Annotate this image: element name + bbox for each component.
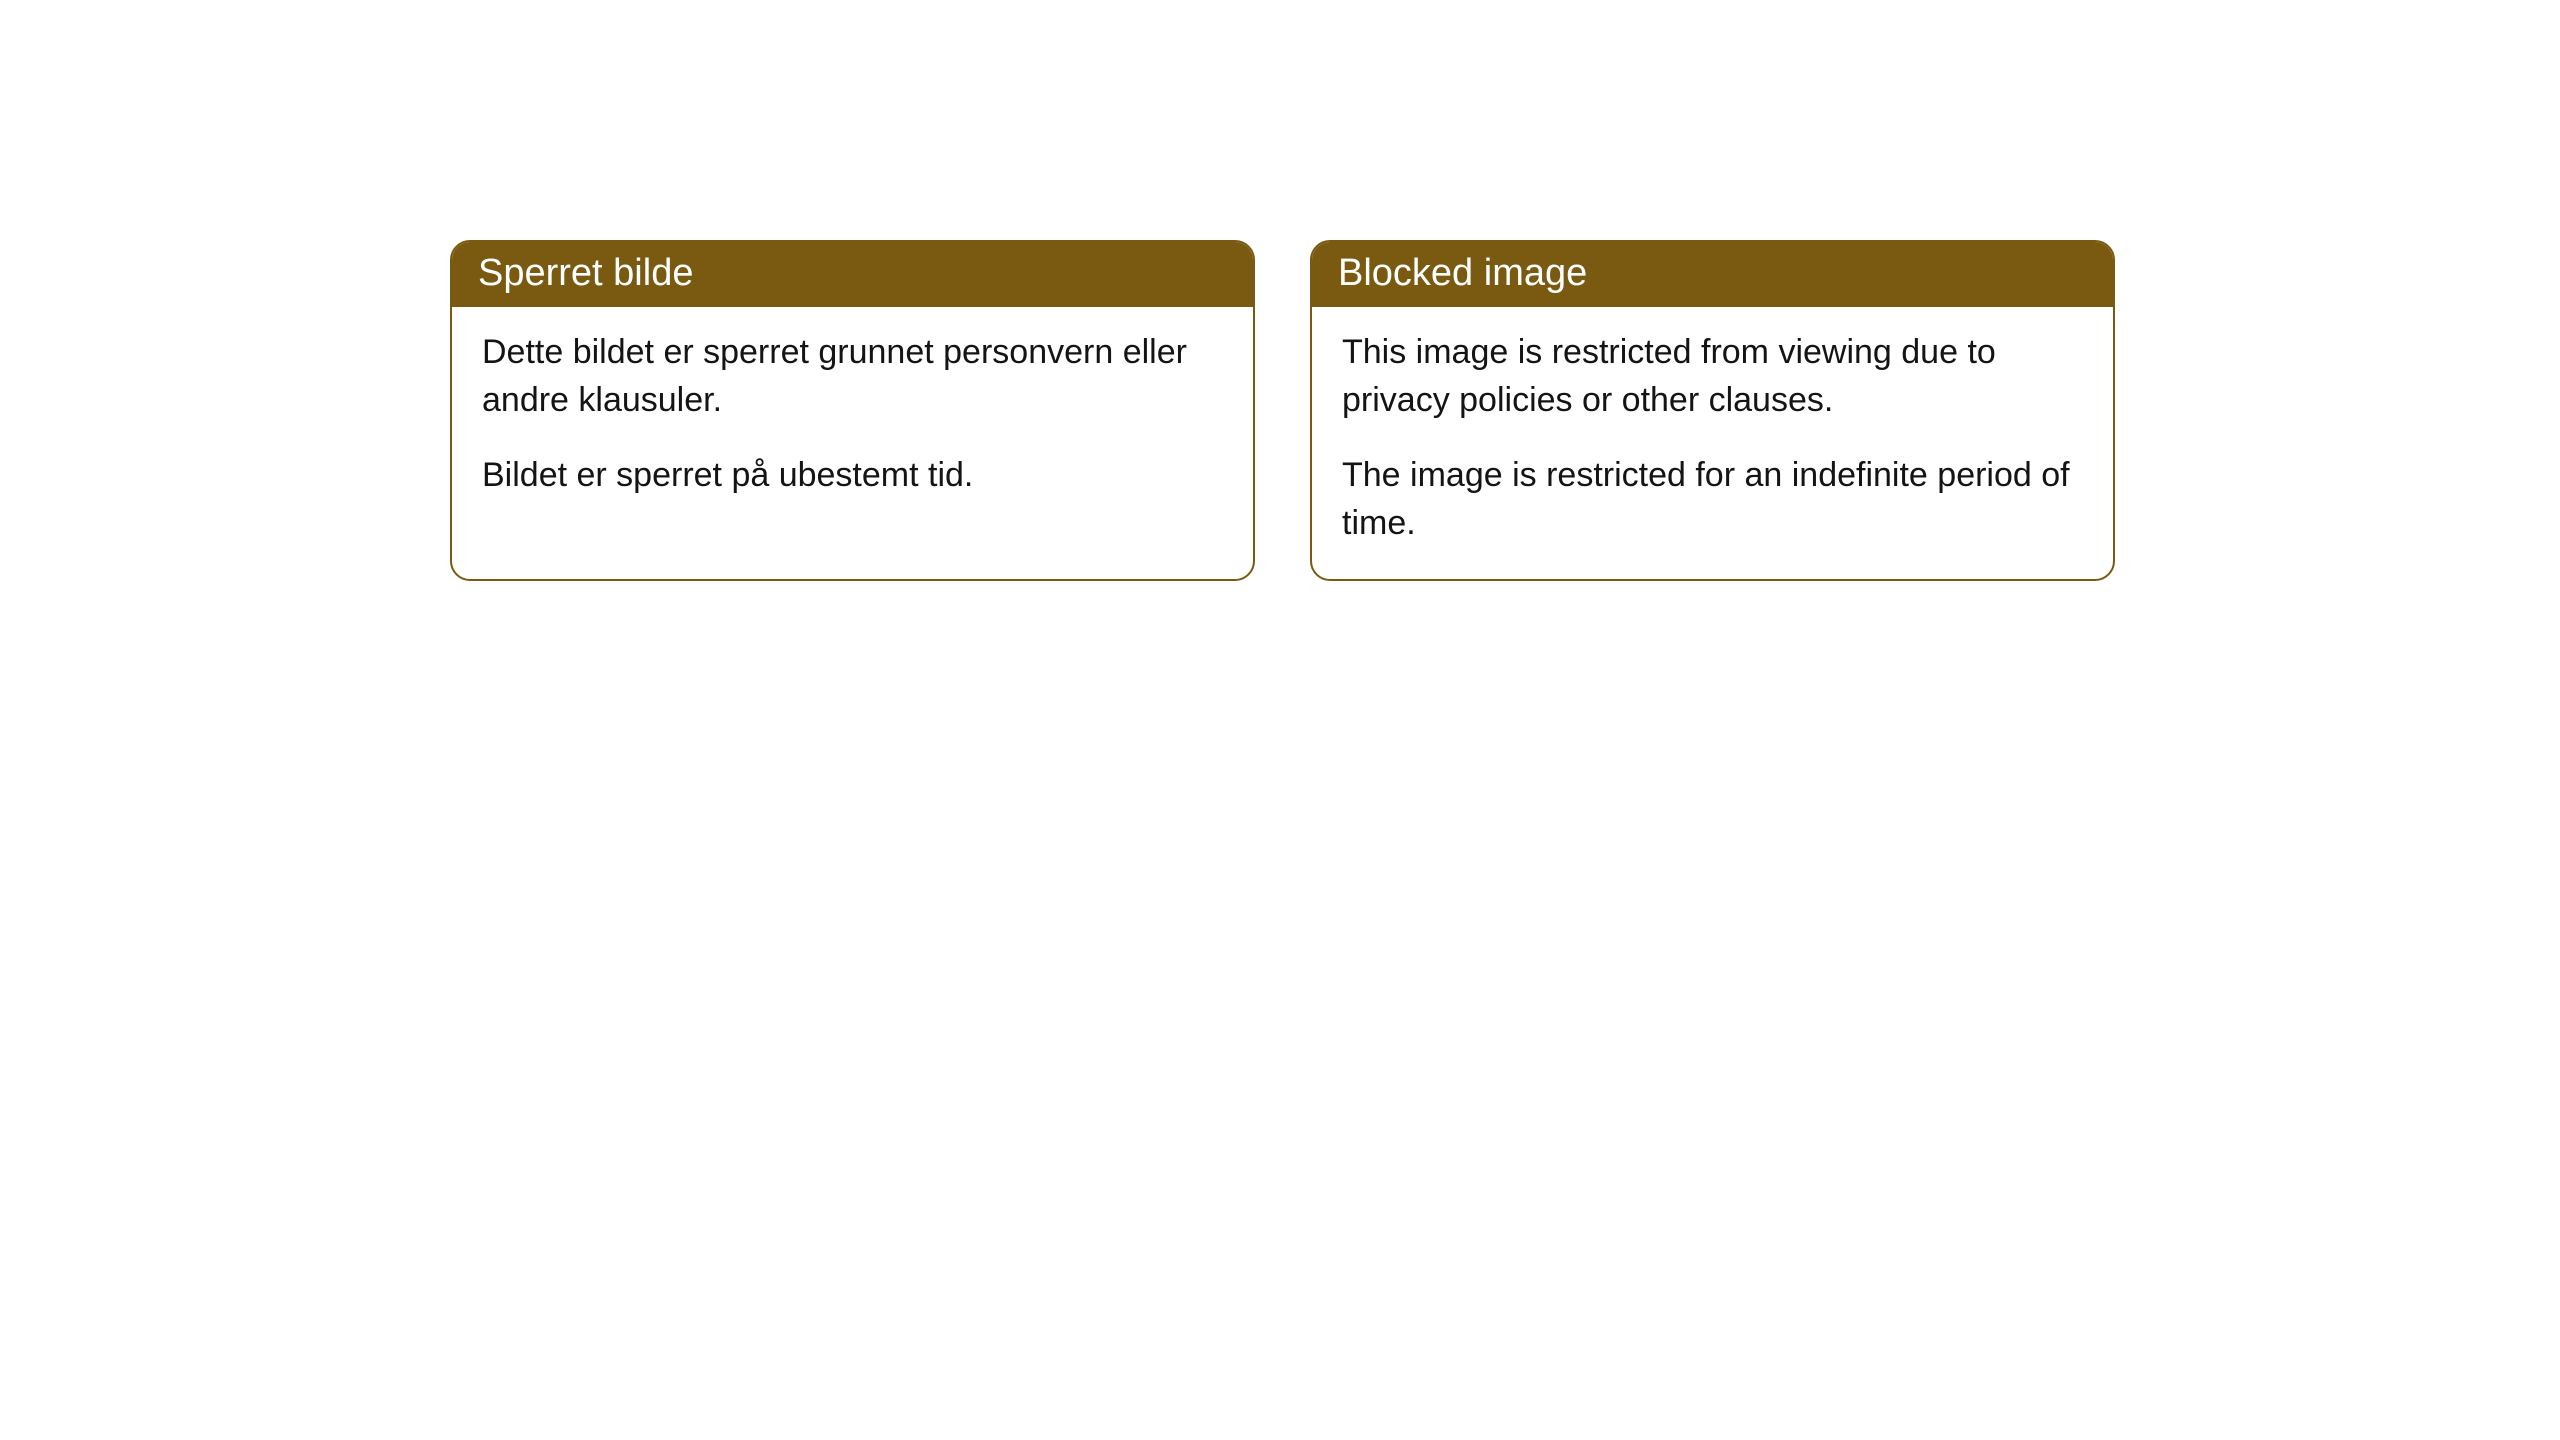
notice-container: Sperret bilde Dette bildet er sperret gr… <box>0 0 2560 581</box>
card-paragraph-no-1: Dette bildet er sperret grunnet personve… <box>482 329 1223 424</box>
card-paragraph-en-2: The image is restricted for an indefinit… <box>1342 452 2083 547</box>
card-paragraph-no-2: Bildet er sperret på ubestemt tid. <box>482 452 1223 500</box>
blocked-image-card-en: Blocked image This image is restricted f… <box>1310 240 2115 581</box>
blocked-image-card-no: Sperret bilde Dette bildet er sperret gr… <box>450 240 1255 581</box>
card-header-en: Blocked image <box>1312 242 2113 307</box>
card-header-no: Sperret bilde <box>452 242 1253 307</box>
card-paragraph-en-1: This image is restricted from viewing du… <box>1342 329 2083 424</box>
card-body-en: This image is restricted from viewing du… <box>1312 307 2113 579</box>
card-body-no: Dette bildet er sperret grunnet personve… <box>452 307 1253 532</box>
